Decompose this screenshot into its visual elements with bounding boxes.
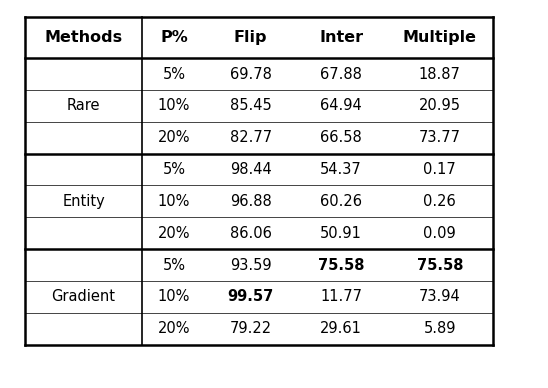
Text: 54.37: 54.37 bbox=[320, 162, 362, 177]
Text: 96.88: 96.88 bbox=[230, 194, 272, 209]
Text: 10%: 10% bbox=[158, 194, 190, 209]
Text: Entity: Entity bbox=[62, 194, 105, 209]
Text: 11.77: 11.77 bbox=[320, 289, 362, 304]
Text: 98.44: 98.44 bbox=[230, 162, 272, 177]
Text: 64.94: 64.94 bbox=[320, 99, 362, 113]
Text: 5%: 5% bbox=[163, 67, 185, 81]
Text: 75.58: 75.58 bbox=[416, 258, 463, 272]
Text: 29.61: 29.61 bbox=[320, 321, 362, 336]
Text: 75.58: 75.58 bbox=[318, 258, 364, 272]
Text: 0.26: 0.26 bbox=[424, 194, 456, 209]
Text: 82.77: 82.77 bbox=[230, 130, 272, 145]
Text: 20%: 20% bbox=[158, 226, 190, 241]
Text: P%: P% bbox=[160, 30, 188, 45]
Text: Inter: Inter bbox=[319, 30, 363, 45]
Text: 73.77: 73.77 bbox=[419, 130, 461, 145]
Text: 93.59: 93.59 bbox=[230, 258, 271, 272]
Text: 20%: 20% bbox=[158, 321, 190, 336]
Text: 50.91: 50.91 bbox=[320, 226, 362, 241]
Text: 67.88: 67.88 bbox=[320, 67, 362, 81]
Text: 73.94: 73.94 bbox=[419, 289, 461, 304]
Text: Gradient: Gradient bbox=[52, 289, 116, 304]
Text: 69.78: 69.78 bbox=[230, 67, 272, 81]
Text: 10%: 10% bbox=[158, 289, 190, 304]
Text: 20%: 20% bbox=[158, 130, 190, 145]
Text: 60.26: 60.26 bbox=[320, 194, 362, 209]
Text: 85.45: 85.45 bbox=[230, 99, 272, 113]
Text: 10%: 10% bbox=[158, 99, 190, 113]
Text: 0.09: 0.09 bbox=[424, 226, 456, 241]
Text: 79.22: 79.22 bbox=[230, 321, 272, 336]
Text: Rare: Rare bbox=[67, 99, 100, 113]
Text: Methods: Methods bbox=[44, 30, 123, 45]
Text: 5.89: 5.89 bbox=[424, 321, 456, 336]
Text: 18.87: 18.87 bbox=[419, 67, 461, 81]
Text: 5%: 5% bbox=[163, 162, 185, 177]
Text: 5%: 5% bbox=[163, 258, 185, 272]
Text: 0.17: 0.17 bbox=[424, 162, 456, 177]
Text: Flip: Flip bbox=[234, 30, 267, 45]
Text: 86.06: 86.06 bbox=[230, 226, 272, 241]
Text: 66.58: 66.58 bbox=[320, 130, 362, 145]
Text: Multiple: Multiple bbox=[403, 30, 477, 45]
Text: 99.57: 99.57 bbox=[227, 289, 274, 304]
Text: 20.95: 20.95 bbox=[419, 99, 461, 113]
